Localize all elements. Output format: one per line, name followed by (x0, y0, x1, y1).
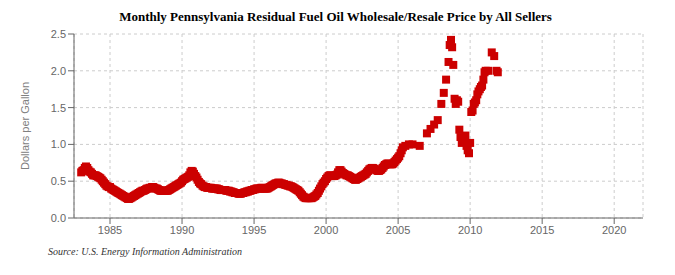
svg-text:1985: 1985 (98, 224, 122, 236)
svg-text:1.0: 1.0 (51, 138, 66, 150)
svg-text:1.5: 1.5 (51, 102, 66, 114)
html-text:Source: U.S. Energy Informatio: Source: U.S. Energy Information Administ… (48, 246, 243, 257)
svg-text:2015: 2015 (530, 224, 554, 236)
svg-text:1995: 1995 (242, 224, 266, 236)
html-text:Monthly Pennsylvania Residual: Monthly Pennsylvania Residual Fuel Oil W… (119, 9, 552, 24)
svg-text:Dollars per Gallon: Dollars per Gallon (19, 82, 31, 170)
svg-text:2000: 2000 (314, 224, 338, 236)
svg-text:2020: 2020 (602, 224, 626, 236)
svg-text:2005: 2005 (386, 224, 410, 236)
svg-text:2.5: 2.5 (51, 28, 66, 40)
svg-text:2010: 2010 (458, 224, 482, 236)
svg-text:0.0: 0.0 (51, 212, 66, 224)
svg-text:0.5: 0.5 (51, 175, 66, 187)
svg-text:2.0: 2.0 (51, 65, 66, 77)
svg-text:1990: 1990 (170, 224, 194, 236)
